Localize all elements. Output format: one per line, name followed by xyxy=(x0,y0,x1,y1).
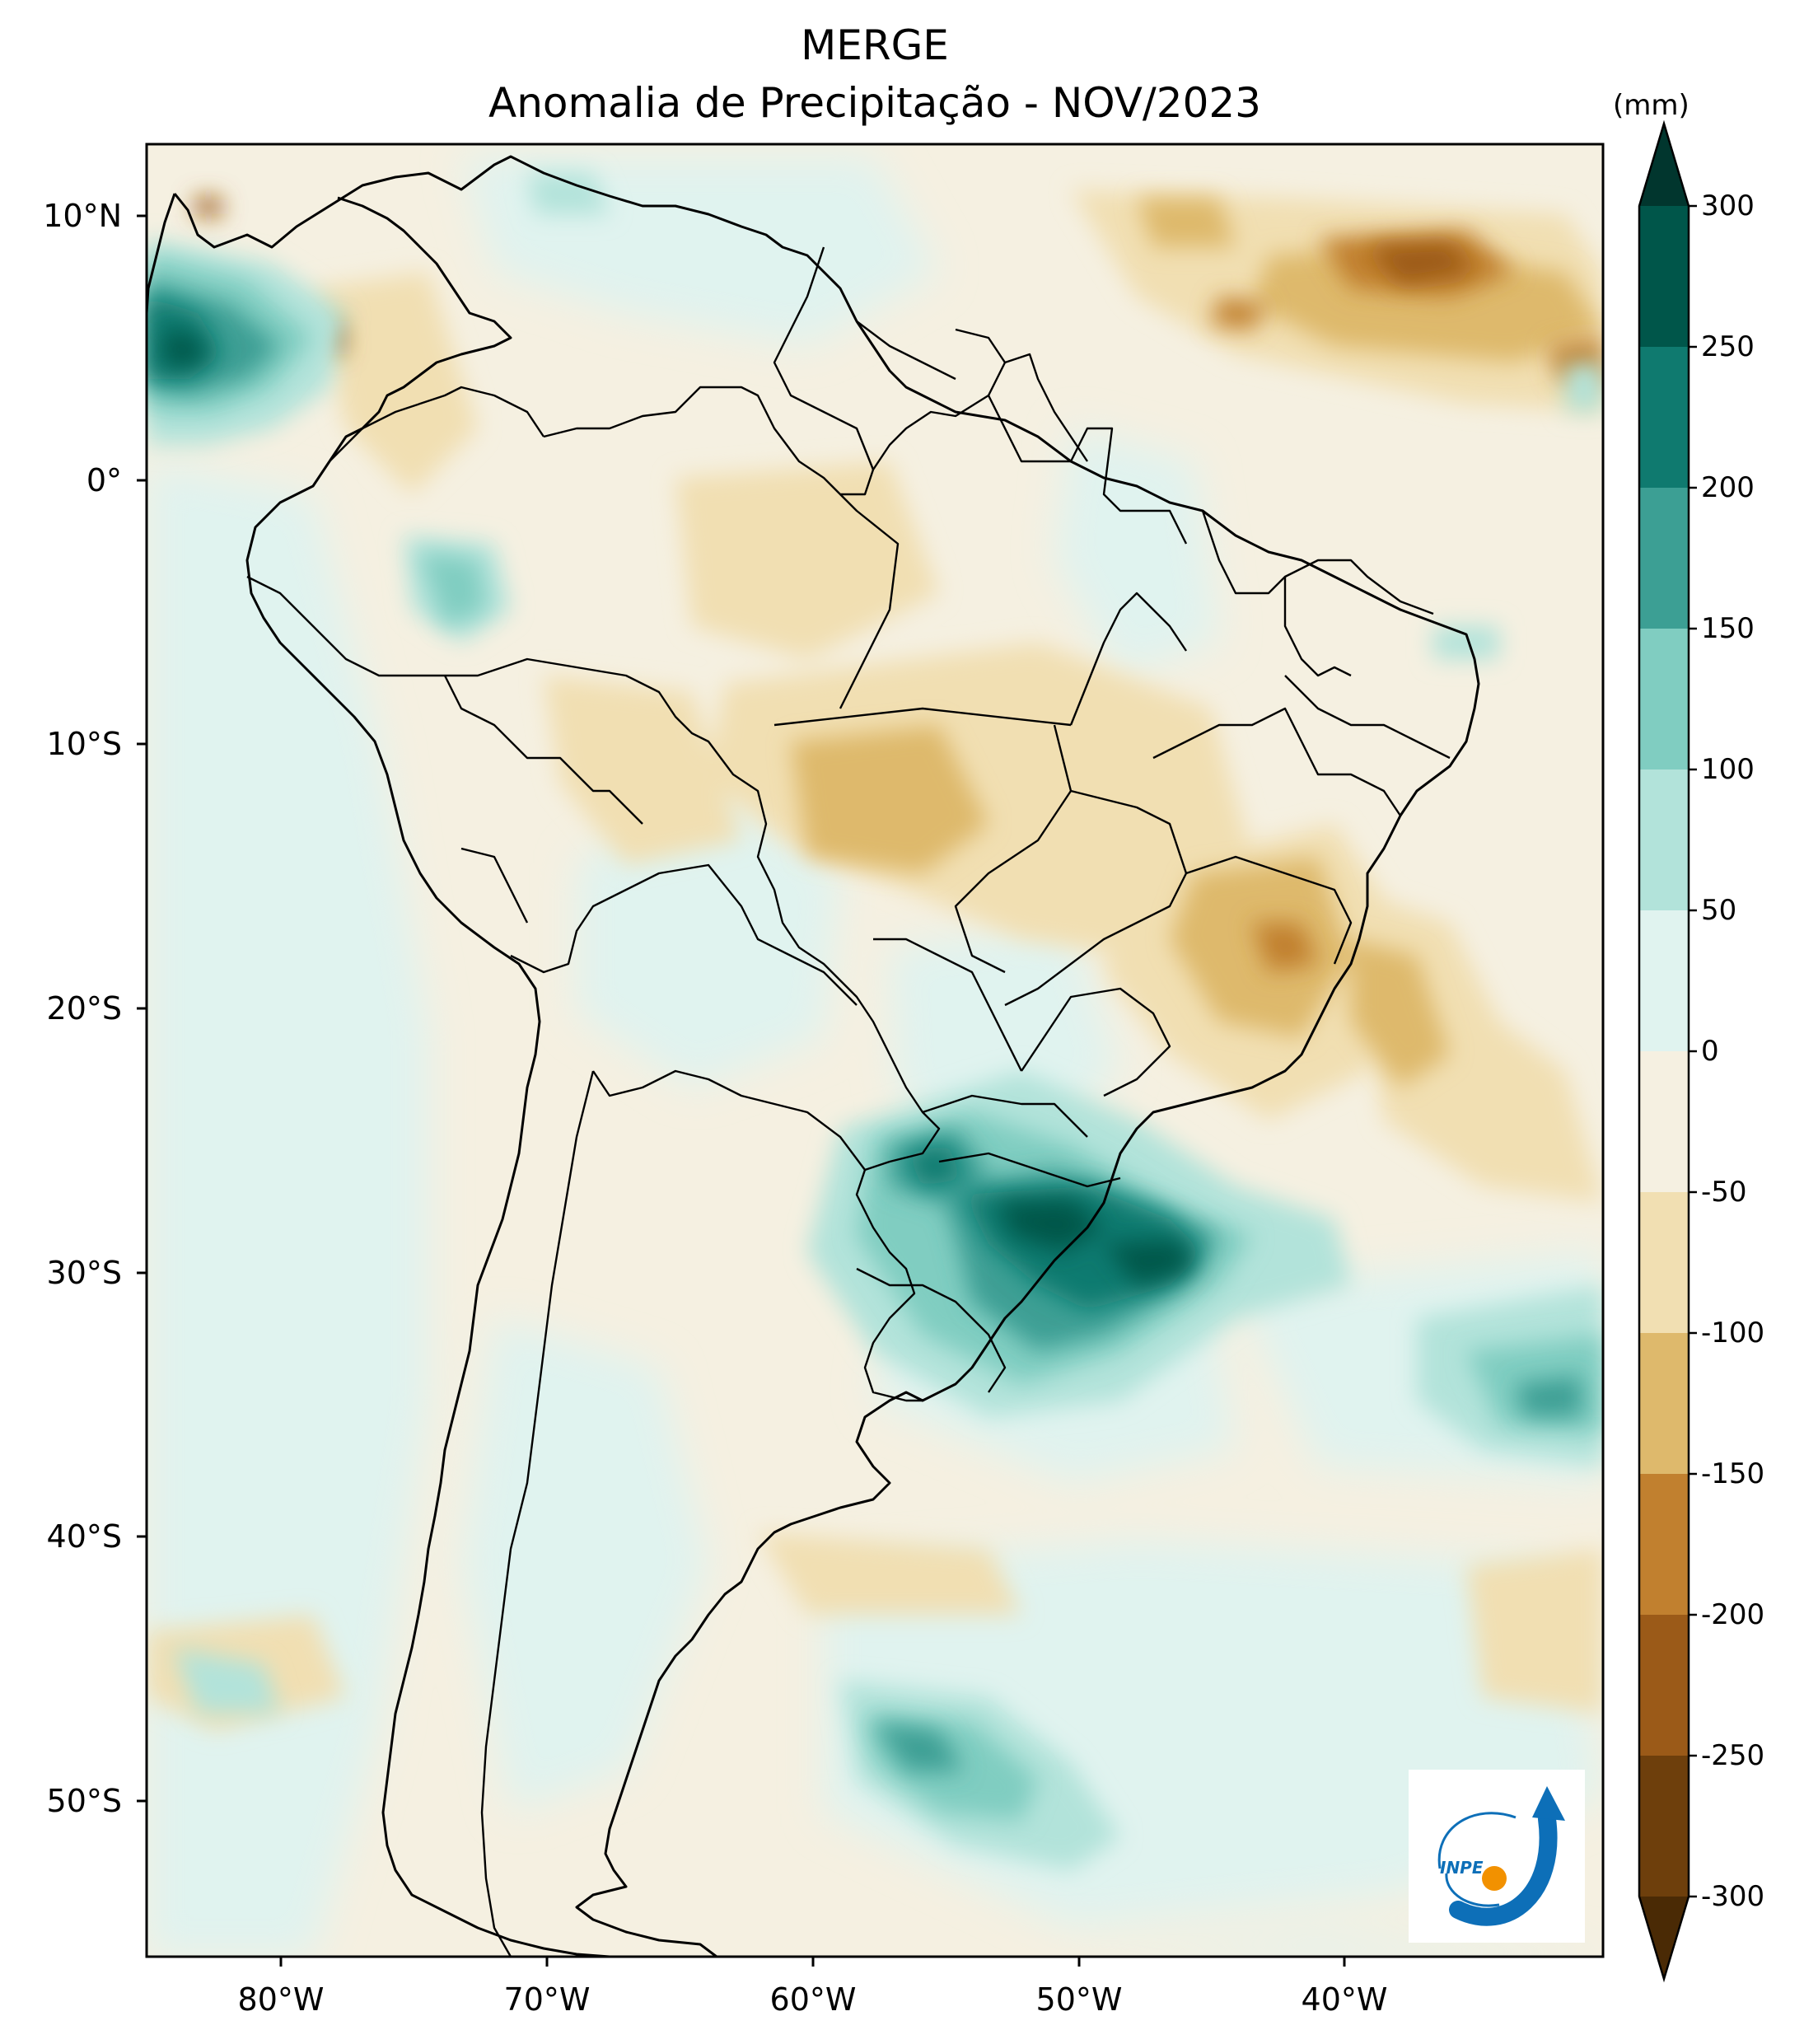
colorbar-segment xyxy=(1639,910,1689,1051)
colorbar-segment xyxy=(1639,1333,1689,1474)
lat-tick-label: 40°S xyxy=(46,1518,122,1555)
colorbar-label: -150 xyxy=(1701,1457,1765,1490)
lon-tick-label: 70°W xyxy=(503,1981,591,2018)
colorbar xyxy=(1638,119,1697,1983)
lat-tick-label: 10°S xyxy=(46,726,122,762)
colorbar-top-arrow xyxy=(1639,124,1689,206)
colorbar-unit: (mm) xyxy=(1613,89,1689,122)
lon-tick-label: 40°W xyxy=(1301,1981,1388,2018)
colorbar-segment xyxy=(1639,488,1689,629)
colorbar-label: -300 xyxy=(1701,1880,1765,1913)
country-and-state-borders xyxy=(246,246,1451,1957)
colorbar-label: 200 xyxy=(1701,471,1755,504)
colorbar-segment xyxy=(1639,206,1689,347)
inpe-logo: INPE xyxy=(1409,1770,1585,1943)
colorbar-label: 250 xyxy=(1701,330,1755,363)
colorbar-label: 150 xyxy=(1701,612,1755,645)
lat-tick-label: 30°S xyxy=(46,1255,122,1291)
colorbar-segment xyxy=(1639,1474,1689,1615)
lat-tick-label: 0° xyxy=(86,462,122,498)
colorbar-segment xyxy=(1639,1051,1689,1192)
colorbar-label: 50 xyxy=(1701,894,1737,927)
lat-tick-label: 50°S xyxy=(46,1783,122,1819)
colorbar-segment xyxy=(1639,629,1689,769)
lat-tick-label: 20°S xyxy=(46,990,122,1027)
colorbar-label: -200 xyxy=(1701,1598,1765,1631)
colorbar-segment xyxy=(1639,769,1689,910)
map-subtitle: Anomalia de Precipitação - NOV/2023 xyxy=(488,79,1261,127)
colorbar-segment xyxy=(1639,347,1689,488)
lon-tick-label: 50°W xyxy=(1035,1981,1123,2018)
lon-tick-label: 80°W xyxy=(237,1981,325,2018)
map-frame xyxy=(145,143,1605,1958)
inpe-logo-icon: INPE xyxy=(1437,1786,1565,1926)
colorbar-segment xyxy=(1639,1615,1689,1756)
inpe-logo-text: INPE xyxy=(1440,1858,1484,1878)
colorbar-bottom-arrow xyxy=(1639,1897,1689,1979)
colorbar-segment xyxy=(1639,1756,1689,1897)
colorbar-label: 100 xyxy=(1701,753,1755,786)
anomaly-field xyxy=(147,144,1603,1957)
lat-tick-label: 10°N xyxy=(43,198,122,234)
colorbar-label: 0 xyxy=(1701,1035,1719,1068)
axis-ticks xyxy=(137,214,1346,1967)
colorbar-label: 300 xyxy=(1701,189,1755,222)
colorbar-segment xyxy=(1639,1192,1689,1333)
colorbar-label: -250 xyxy=(1701,1739,1765,1772)
colorbar-label: -50 xyxy=(1701,1176,1747,1209)
lon-tick-label: 60°W xyxy=(769,1981,857,2018)
map-title: MERGE xyxy=(801,21,949,69)
colorbar-label: -100 xyxy=(1701,1317,1765,1349)
